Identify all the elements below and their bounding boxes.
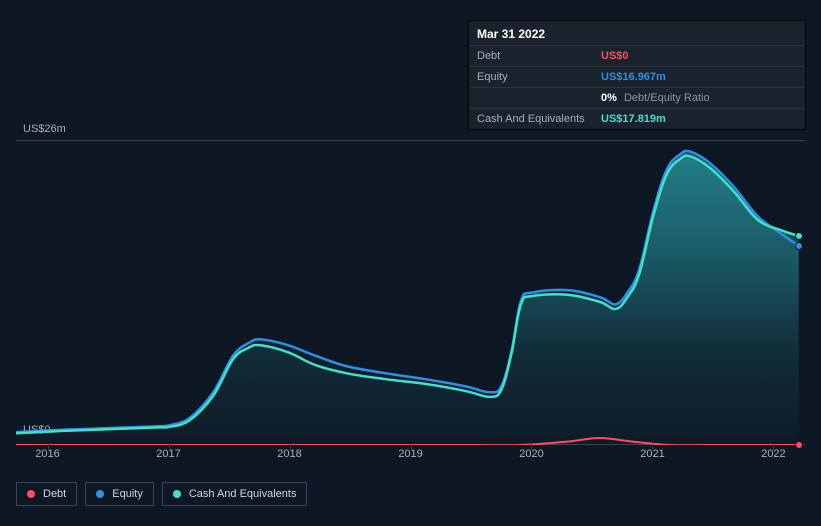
x-tick-label: 2017: [156, 448, 180, 460]
legend-label: Cash And Equivalents: [189, 488, 297, 500]
legend-label: Equity: [112, 488, 143, 500]
x-tick-label: 2019: [398, 448, 422, 460]
x-tick-label: 2022: [761, 448, 785, 460]
tooltip-row: Cash And EquivalentsUS$17.819m: [469, 108, 805, 129]
tooltip-row-label: [469, 88, 593, 108]
tooltip-date: Mar 31 2022: [469, 21, 805, 45]
x-tick-label: 2016: [35, 448, 59, 460]
legend-chip-icon: [96, 490, 104, 498]
tooltip-row-value: 0% Debt/Equity Ratio: [593, 88, 805, 108]
x-tick-label: 2021: [640, 448, 664, 460]
y-axis-label-top: US$26m: [23, 123, 66, 135]
chart-tooltip: Mar 31 2022 DebtUS$0EquityUS$16.967m0% D…: [468, 20, 806, 130]
tooltip-row-suffix: Debt/Equity Ratio: [621, 92, 710, 104]
legend: Debt Equity Cash And Equivalents: [16, 482, 307, 506]
tooltip-row-label: Cash And Equivalents: [469, 109, 593, 129]
legend-item[interactable]: Cash And Equivalents: [162, 482, 308, 506]
x-tick-label: 2018: [277, 448, 301, 460]
tooltip-row: EquityUS$16.967m: [469, 66, 805, 87]
legend-chip-icon: [27, 490, 35, 498]
legend-chip-icon: [173, 490, 181, 498]
tooltip-row: 0% Debt/Equity Ratio: [469, 87, 805, 108]
legend-item[interactable]: Debt: [16, 482, 77, 506]
tooltip-row-value: US$16.967m: [593, 67, 805, 87]
tooltip-row: DebtUS$0: [469, 45, 805, 66]
balance-history-chart: [16, 140, 805, 445]
tooltip-row-label: Debt: [469, 46, 593, 66]
tooltip-row-label: Equity: [469, 67, 593, 87]
x-axis: 2016 2017 2018 2019 2020 2021 2022: [16, 448, 805, 468]
legend-item[interactable]: Equity: [85, 482, 154, 506]
legend-label: Debt: [43, 488, 66, 500]
tooltip-row-value: US$17.819m: [593, 109, 805, 129]
series-area-cash-and-equivalents: [16, 156, 799, 445]
tooltip-row-value: US$0: [593, 46, 805, 66]
series-end-dot-cash-and-equivalents: [795, 232, 803, 240]
series-end-dot-equity: [795, 242, 803, 250]
x-tick-label: 2020: [519, 448, 543, 460]
